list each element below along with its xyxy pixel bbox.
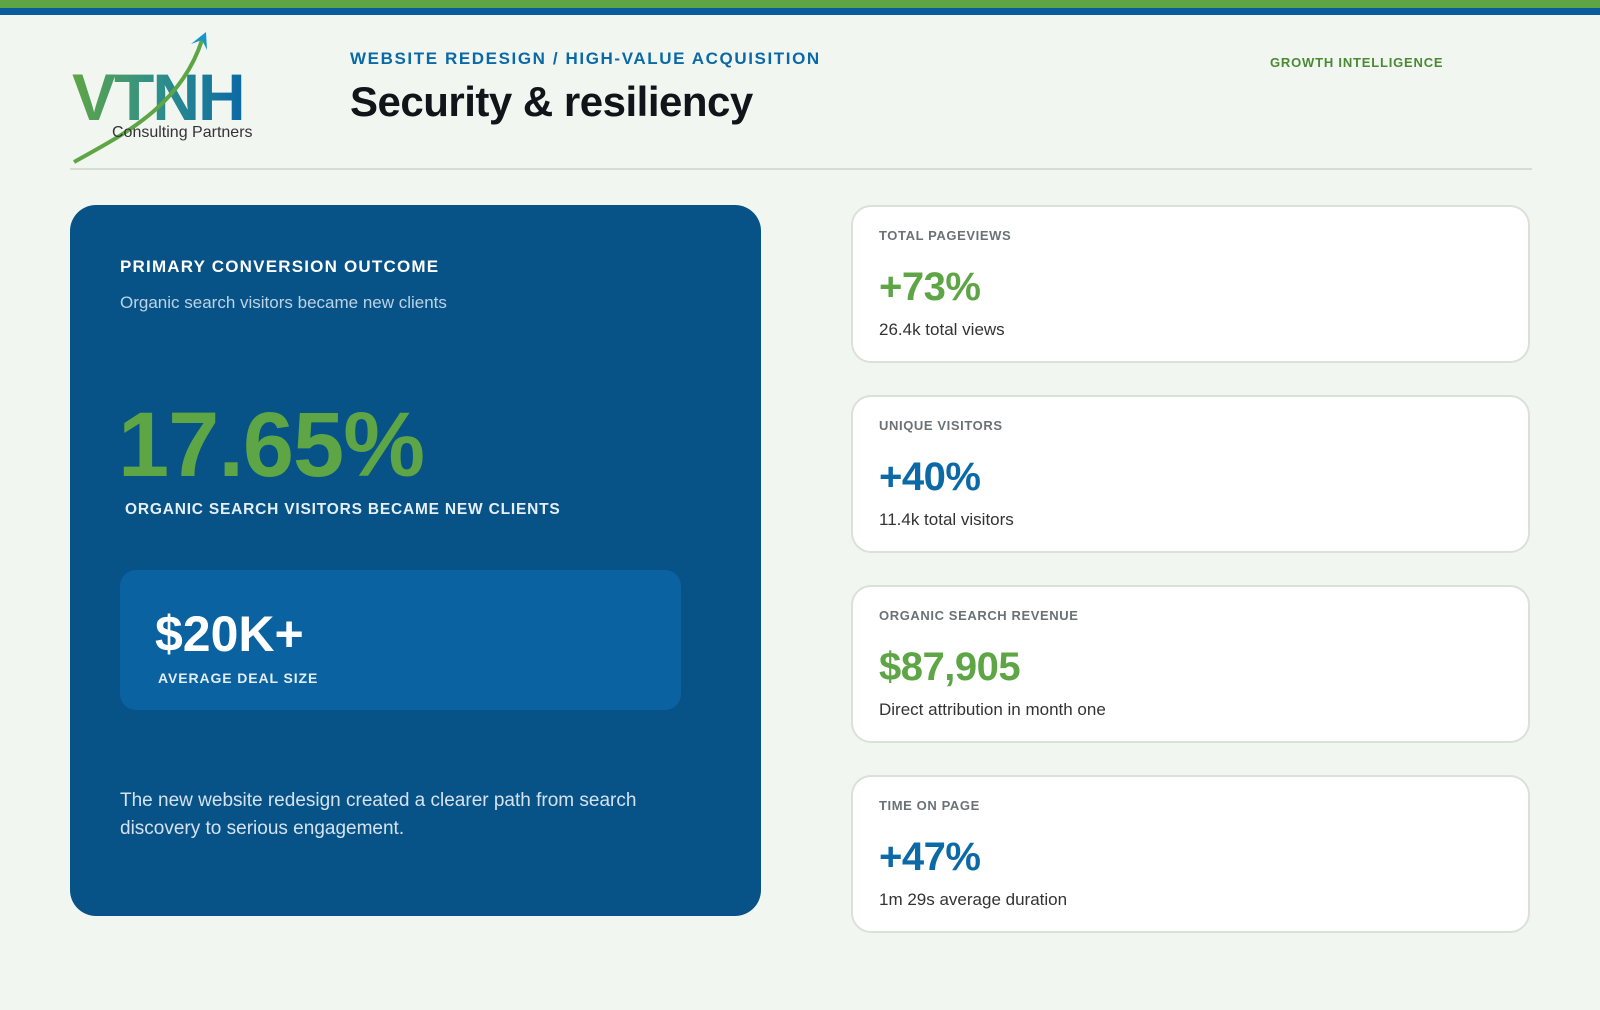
hero-note: The new website redesign created a clear…	[120, 790, 637, 839]
metric-label: ORGANIC SEARCH REVENUE	[879, 608, 1079, 623]
hero-kicker: PRIMARY CONVERSION OUTCOME	[120, 257, 440, 276]
logo-caption: Consulting Partners	[112, 124, 253, 141]
metric-label: UNIQUE VISITORS	[879, 418, 1003, 433]
metric-detail: 26.4k total views	[879, 320, 1005, 339]
page-title: Security & resiliency	[350, 78, 753, 125]
deal-size-value: $20K+	[155, 606, 304, 662]
metric-value: +47%	[879, 835, 981, 879]
hero-subtitle: Organic search visitors became new clien…	[120, 293, 447, 312]
metric-value: +73%	[879, 265, 981, 309]
metric-value: $87,905	[879, 645, 1021, 689]
metric-card-time-on-page: TIME ON PAGE +47% 1m 29s average duratio…	[851, 775, 1530, 933]
metric-detail: 1m 29s average duration	[879, 890, 1068, 909]
metric-detail: 11.4k total visitors	[879, 510, 1014, 529]
metric-label: TIME ON PAGE	[879, 798, 980, 813]
top-accent-bar-green	[0, 0, 1600, 8]
logo-mark-icon: VTNH	[72, 32, 246, 164]
brand-logo: VTNH Consulting Partners	[70, 28, 270, 166]
conversion-rate-label: ORGANIC SEARCH VISITORS BECAME NEW CLIEN…	[125, 501, 561, 518]
section-tag: GROWTH INTELLIGENCE	[1270, 55, 1444, 70]
top-accent-bar-blue	[0, 8, 1600, 15]
metric-card-pageviews: TOTAL PAGEVIEWS +73% 26.4k total views	[851, 205, 1530, 363]
deal-size-label: AVERAGE DEAL SIZE	[158, 670, 319, 686]
deal-size-box: $20K+ AVERAGE DEAL SIZE	[120, 570, 681, 710]
svg-text:VTNH: VTNH	[72, 60, 244, 134]
header-divider	[70, 168, 1532, 170]
metric-value: +40%	[879, 455, 981, 499]
primary-conversion-panel: PRIMARY CONVERSION OUTCOME Organic searc…	[70, 205, 761, 916]
metric-card-organic-revenue: ORGANIC SEARCH REVENUE $87,905 Direct at…	[851, 585, 1530, 743]
metric-card-unique-visitors: UNIQUE VISITORS +40% 11.4k total visitor…	[851, 395, 1530, 553]
page-kicker: WEBSITE REDESIGN / HIGH-VALUE ACQUISITIO…	[350, 49, 821, 68]
metric-label: TOTAL PAGEVIEWS	[879, 228, 1012, 243]
metric-detail: Direct attribution in month one	[879, 700, 1106, 719]
conversion-rate-value: 17.65%	[118, 394, 425, 496]
